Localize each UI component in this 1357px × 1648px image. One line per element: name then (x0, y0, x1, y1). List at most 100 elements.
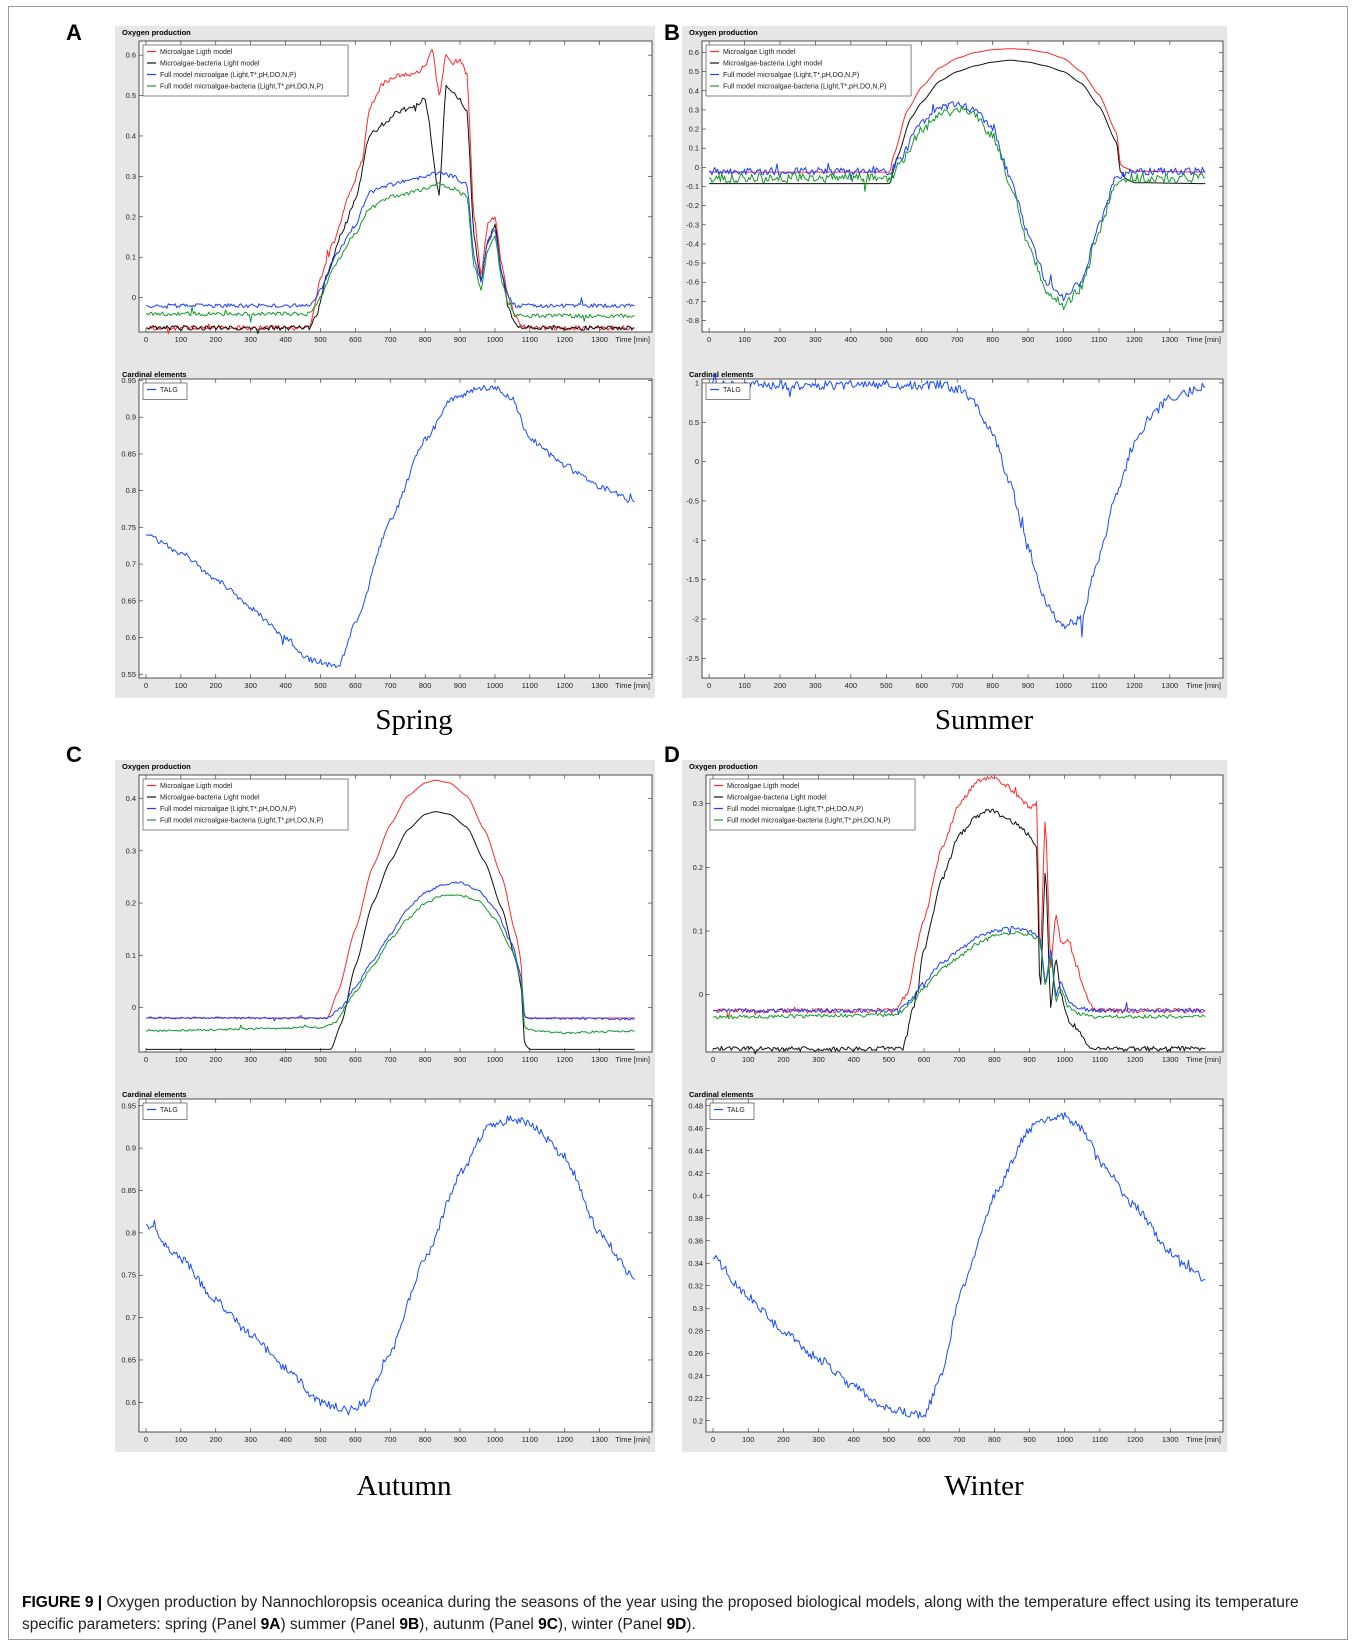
y-tick-label: 0.7 (126, 560, 136, 569)
x-tick-label: 100 (175, 1435, 188, 1444)
legend-entry: Microalgae Ligth model (160, 49, 233, 56)
x-tick-label: 0 (144, 335, 148, 344)
legend-entry: Microalgae-bacteria Light model (160, 795, 260, 802)
x-tick-label: 300 (812, 1435, 825, 1444)
y-tick-label: 0.24 (688, 1371, 703, 1380)
y-tick-label: 0.1 (693, 927, 703, 936)
y-tick-label: 0.38 (688, 1214, 703, 1223)
panel-letter-c: C (66, 742, 82, 768)
x-tick-label: 1100 (522, 1435, 538, 1444)
y-tick-label: 0.75 (121, 1271, 136, 1280)
x-tick-label: 1200 (556, 1055, 573, 1064)
panel-letter-a: A (66, 20, 82, 46)
season-label-spring: Spring (264, 704, 564, 737)
x-tick-label: 800 (988, 1435, 1001, 1444)
x-tick-label: 900 (454, 681, 467, 690)
x-tick-label: 800 (988, 1055, 1001, 1064)
x-tick-label: 800 (986, 681, 999, 690)
x-tick-label: 800 (419, 335, 432, 344)
x-tick-label: 400 (279, 681, 292, 690)
legend-entry: Full model microalgae-bacteria (Light,T*… (160, 818, 323, 825)
y-tick-label: 0.3 (126, 172, 136, 181)
chart-b-cardinal: Cardinal elements0 100 200 300 400 500 600 700 8… (682, 368, 1227, 698)
x-tick-label: 1200 (556, 335, 573, 344)
x-axis-label: Time [min] (615, 1055, 650, 1064)
legend-entry: Full model microalgae (Light,T*,pH,DO,N,… (723, 72, 859, 79)
chart-c-oxygen: Oxygen production 0 100 200 300 400 500 600 700 8… (115, 760, 655, 1072)
x-tick-label: 500 (314, 1055, 327, 1064)
caption-label: FIGURE 9 | (22, 1594, 102, 1611)
x-tick-label: 300 (244, 681, 257, 690)
y-tick-label: 0 (695, 163, 699, 172)
x-axis-label: Time [min] (615, 1435, 650, 1444)
caption-part: 9A (261, 1616, 281, 1633)
x-tick-label: 700 (953, 1055, 966, 1064)
x-tick-label: 300 (809, 335, 822, 344)
legend-entry: Full model microalgae (Light,T*,pH,DO,N,… (727, 806, 863, 813)
x-tick-label: 100 (175, 335, 188, 344)
x-tick-label: 700 (384, 335, 397, 344)
y-tick-label: 0.8 (126, 1228, 136, 1237)
x-tick-label: 1300 (591, 1435, 608, 1444)
x-tick-label: 1000 (487, 681, 504, 690)
y-tick-label: -0.5 (686, 496, 699, 505)
x-tick-label: 600 (349, 681, 362, 690)
season-label-winter: Winter (834, 1470, 1134, 1503)
x-tick-label: 0 (707, 335, 711, 344)
y-tick-label: 0.75 (121, 523, 136, 532)
x-axis-label: Time [min] (1186, 1055, 1221, 1064)
y-tick-label: -0.6 (686, 278, 699, 287)
y-tick-label: 0.2 (126, 212, 136, 221)
y-tick-label: -0.2 (686, 201, 699, 210)
x-tick-label: 1000 (1056, 1055, 1073, 1064)
y-tick-label: 0.6 (126, 1398, 136, 1407)
y-tick-label: 0 (132, 293, 136, 302)
y-tick-label: -0.8 (686, 316, 699, 325)
y-tick-label: 0.9 (126, 1144, 136, 1153)
x-tick-label: 900 (1022, 681, 1035, 690)
y-tick-label: 0.26 (688, 1349, 703, 1358)
x-tick-label: 1000 (1055, 335, 1072, 344)
legend-entry: Full model microalgae (Light,T*,pH,DO,N,… (160, 806, 296, 813)
chart-title: Oxygen production (122, 28, 191, 37)
x-axis-label: Time [min] (1186, 1435, 1221, 1444)
y-tick-label: -0.1 (686, 182, 699, 191)
x-tick-label: 100 (175, 681, 188, 690)
plot-area (702, 379, 1223, 678)
x-tick-label: 700 (951, 335, 964, 344)
x-tick-label: 400 (845, 335, 858, 344)
panel-letter-b: B (664, 20, 680, 46)
x-tick-label: 500 (314, 335, 327, 344)
x-tick-label: 1100 (1091, 681, 1107, 690)
y-tick-label: 0.3 (693, 1304, 703, 1313)
x-tick-label: 1300 (1161, 681, 1178, 690)
x-tick-label: 600 (915, 681, 928, 690)
season-label-summer: Summer (834, 704, 1134, 737)
x-tick-label: 1300 (591, 681, 608, 690)
legend-entry: TALG (727, 1107, 745, 1114)
legend-entry: TALG (723, 387, 741, 394)
legend-entry: Microalgae Ligth model (723, 49, 796, 56)
x-tick-label: 300 (244, 1055, 257, 1064)
x-tick-label: 400 (847, 1435, 860, 1444)
x-tick-label: 900 (454, 335, 467, 344)
panel-letter-d: D (664, 742, 680, 768)
x-tick-label: 700 (953, 1435, 966, 1444)
chart-d-oxygen: Oxygen production0 100 200 300 400 500 600 700 8… (682, 760, 1227, 1072)
x-tick-label: 500 (880, 681, 893, 690)
chart-title: Cardinal elements (122, 1090, 187, 1099)
x-tick-label: 300 (809, 681, 822, 690)
x-tick-label: 0 (711, 1435, 715, 1444)
y-tick-label: -0.5 (686, 259, 699, 268)
x-tick-label: 400 (279, 1055, 292, 1064)
y-tick-label: 0.7 (126, 1313, 136, 1322)
x-tick-label: 1100 (522, 335, 538, 344)
y-tick-label: 0.46 (688, 1124, 703, 1133)
legend-entry: TALG (160, 387, 178, 394)
y-tick-label: 0.34 (688, 1259, 703, 1268)
y-tick-label: 0.2 (126, 899, 136, 908)
x-tick-label: 600 (349, 1055, 362, 1064)
x-tick-label: 0 (144, 1055, 148, 1064)
y-tick-label: 0 (699, 990, 703, 999)
caption-part: 9B (399, 1616, 419, 1633)
